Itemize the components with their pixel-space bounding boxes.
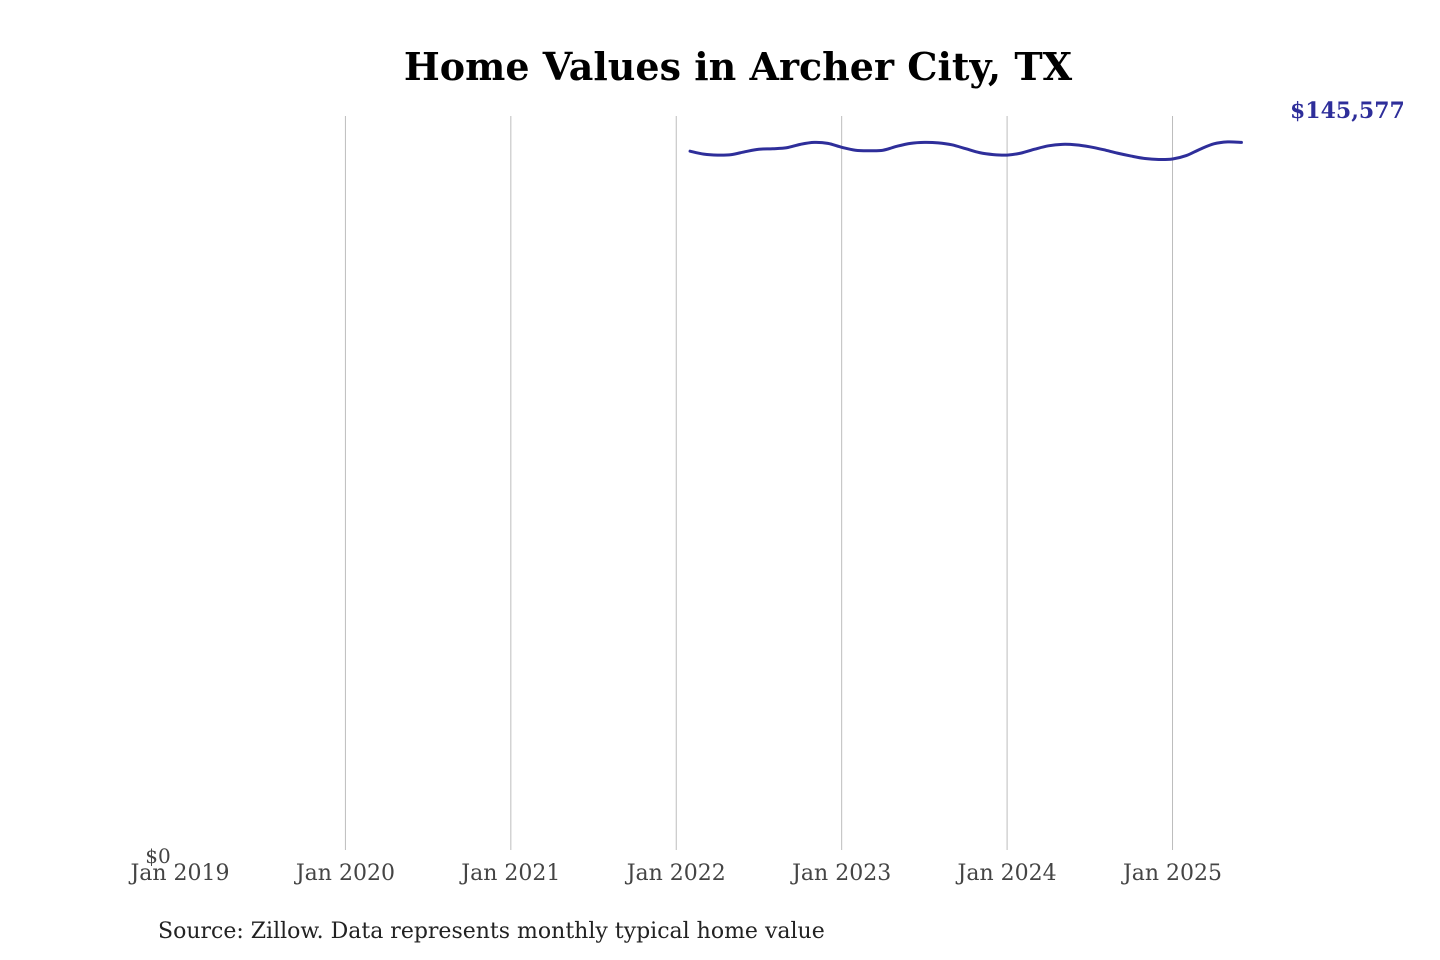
series-point xyxy=(1006,154,1008,156)
series-point xyxy=(730,153,732,155)
x-tick-label: Jan 2019 xyxy=(128,861,229,886)
source-note: Source: Zillow. Data represents monthly … xyxy=(158,919,825,944)
series-point xyxy=(840,146,842,148)
series-point xyxy=(1213,143,1215,145)
series-point xyxy=(896,145,898,147)
series-point xyxy=(1033,148,1035,150)
x-tick-label: Jan 2021 xyxy=(459,861,560,886)
series-point xyxy=(1075,144,1077,146)
series-point xyxy=(772,148,774,150)
series-point xyxy=(965,148,967,150)
series-point xyxy=(854,149,856,151)
series-point xyxy=(868,150,870,152)
x-axis-tick-labels: Jan 2019 Jan 2020 Jan 2021 Jan 2022 Jan 2023… xyxy=(128,861,1222,886)
series-point xyxy=(1061,143,1063,145)
y-axis-zero-label: $0 xyxy=(145,844,170,868)
series-point xyxy=(1102,149,1104,151)
series-point xyxy=(882,149,884,151)
series-point xyxy=(758,148,760,150)
series-point xyxy=(1116,152,1118,154)
series-point xyxy=(1226,141,1228,143)
gridlines xyxy=(344,116,1174,850)
series-point xyxy=(1185,154,1187,156)
x-tick-label: Jan 2022 xyxy=(625,861,726,886)
series-point xyxy=(785,147,787,149)
series-end-value-label: $145,577 xyxy=(1290,98,1405,124)
series-point xyxy=(1171,158,1173,160)
series-point xyxy=(716,154,718,156)
series-point xyxy=(1199,148,1201,150)
series-point xyxy=(951,144,953,146)
series-point xyxy=(799,143,801,145)
series-point xyxy=(923,141,925,143)
series-point xyxy=(1240,141,1242,143)
series-point xyxy=(909,142,911,144)
series-point xyxy=(813,141,815,143)
x-tick-label: Jan 2020 xyxy=(294,861,395,886)
x-tick-label: Jan 2023 xyxy=(790,861,891,886)
home-value-series-line xyxy=(688,140,1243,162)
series-point xyxy=(689,150,691,152)
series-point xyxy=(937,142,939,144)
series-point xyxy=(1130,155,1132,157)
series-point xyxy=(1047,145,1049,147)
series-point xyxy=(744,150,746,152)
chart-title: Home Values in Archer City, TX xyxy=(404,44,1073,89)
x-tick-label: Jan 2025 xyxy=(1121,861,1222,886)
series-point xyxy=(1089,146,1091,148)
series-point xyxy=(992,153,994,155)
series-layer xyxy=(688,140,1243,162)
series-point xyxy=(1020,152,1022,154)
x-tick-label: Jan 2024 xyxy=(956,861,1057,886)
series-point xyxy=(1144,157,1146,159)
series-point xyxy=(827,142,829,144)
series-point xyxy=(703,153,705,155)
series-point xyxy=(978,151,980,153)
series-point xyxy=(1158,158,1160,160)
